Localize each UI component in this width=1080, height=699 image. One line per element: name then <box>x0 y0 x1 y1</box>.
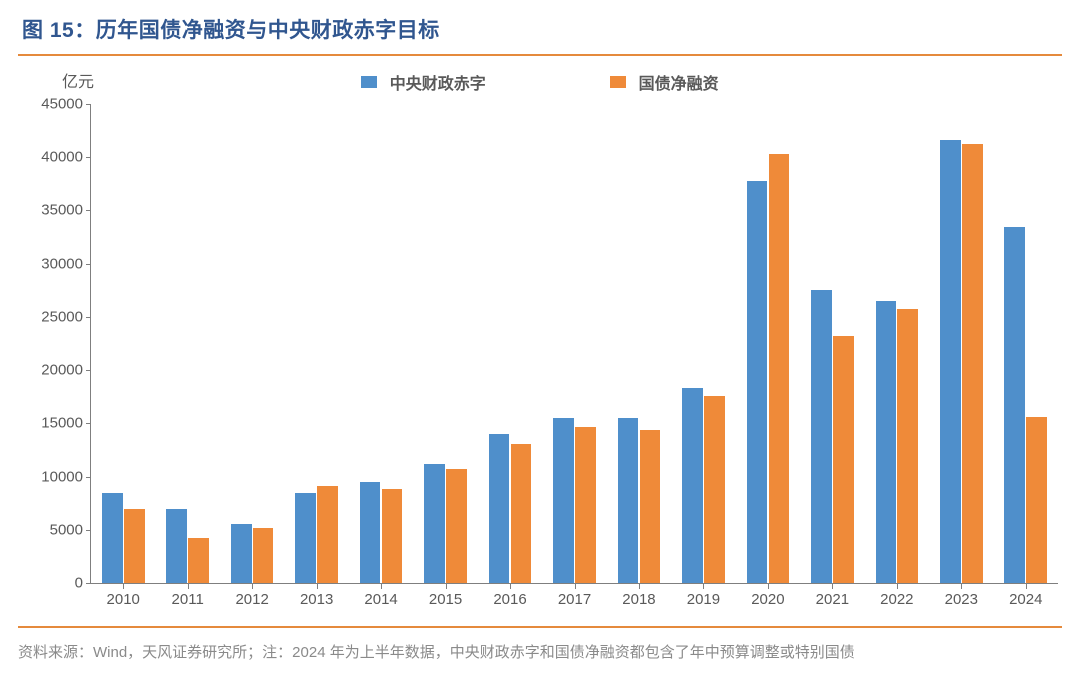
y-tick <box>86 157 91 158</box>
y-tick-label: 30000 <box>21 255 83 272</box>
bar-series2 <box>253 528 274 583</box>
y-tick-label: 25000 <box>21 308 83 325</box>
chart-area: 亿元 中央财政赤字 国债净融资 050001000015000200002500… <box>18 64 1062 620</box>
y-tick-label: 5000 <box>21 521 83 538</box>
bar-series1 <box>166 509 187 584</box>
x-tick <box>381 583 382 589</box>
bar-series2 <box>575 427 596 583</box>
x-tick <box>961 583 962 589</box>
x-tick-label: 2011 <box>172 591 204 608</box>
bar-series2 <box>1026 417 1047 583</box>
x-tick <box>768 583 769 589</box>
x-tick-label: 2019 <box>687 591 720 608</box>
y-tick-label: 40000 <box>21 149 83 166</box>
x-tick-label: 2020 <box>751 591 784 608</box>
x-tick-label: 2023 <box>945 591 978 608</box>
y-tick <box>86 370 91 371</box>
x-tick <box>639 583 640 589</box>
bar-series2 <box>704 396 725 583</box>
x-tick-label: 2022 <box>880 591 913 608</box>
x-tick <box>897 583 898 589</box>
bar-series1 <box>231 524 252 583</box>
y-tick <box>86 477 91 478</box>
x-tick <box>123 583 124 589</box>
x-tick-label: 2018 <box>622 591 655 608</box>
bar-series2 <box>511 444 532 583</box>
y-tick <box>86 210 91 211</box>
legend-swatch-series2 <box>610 76 626 88</box>
x-tick-label: 2017 <box>558 591 591 608</box>
figure-title-row: 图 15：历年国债净融资与中央财政赤字目标 <box>18 0 1062 56</box>
legend-item-series2: 国债净融资 <box>610 70 718 94</box>
bar-series1 <box>682 388 703 583</box>
x-tick-label: 2010 <box>107 591 140 608</box>
y-tick <box>86 583 91 584</box>
figure-title: 图 15：历年国债净融资与中央财政赤字目标 <box>22 19 440 42</box>
figure-container: 图 15：历年国债净融资与中央财政赤字目标 亿元 中央财政赤字 国债净融资 05… <box>0 0 1080 699</box>
x-tick <box>575 583 576 589</box>
y-tick <box>86 264 91 265</box>
chart-legend: 中央财政赤字 国债净融资 <box>18 70 1062 94</box>
x-tick-label: 2015 <box>429 591 462 608</box>
y-tick-label: 35000 <box>21 202 83 219</box>
y-tick <box>86 317 91 318</box>
bar-series2 <box>833 336 854 583</box>
bar-series1 <box>1004 227 1025 583</box>
x-tick <box>703 583 704 589</box>
bar-series2 <box>640 430 661 583</box>
bar-series2 <box>124 509 145 584</box>
x-tick <box>446 583 447 589</box>
bar-series1 <box>940 140 961 583</box>
legend-swatch-series1 <box>361 76 377 88</box>
legend-item-series1: 中央财政赤字 <box>361 70 485 94</box>
x-tick <box>510 583 511 589</box>
bar-series1 <box>747 181 768 583</box>
y-tick <box>86 104 91 105</box>
bar-series1 <box>295 493 316 583</box>
figure-source-note: 资料来源：Wind，天风证券研究所；注：2024 年为上半年数据，中央财政赤字和… <box>18 626 1062 668</box>
bar-series1 <box>102 493 123 583</box>
y-tick-label: 45000 <box>21 96 83 113</box>
bar-series1 <box>489 434 510 583</box>
x-tick-label: 2024 <box>1009 591 1042 608</box>
x-tick <box>317 583 318 589</box>
bar-series2 <box>446 469 467 583</box>
x-tick-label: 2012 <box>235 591 268 608</box>
bar-series2 <box>769 154 790 583</box>
bar-series1 <box>618 418 639 583</box>
bar-series2 <box>382 489 403 583</box>
bar-series1 <box>811 290 832 583</box>
x-tick-label: 2021 <box>816 591 849 608</box>
bar-series1 <box>876 301 897 583</box>
bar-series1 <box>360 482 381 583</box>
x-tick <box>832 583 833 589</box>
x-tick-label: 2013 <box>300 591 333 608</box>
legend-label-series2: 国债净融资 <box>639 76 719 93</box>
bar-series1 <box>553 418 574 583</box>
x-tick-label: 2016 <box>493 591 526 608</box>
plot-region: 0500010000150002000025000300003500040000… <box>90 104 1058 584</box>
x-tick <box>252 583 253 589</box>
bar-series1 <box>424 464 445 583</box>
y-tick-label: 15000 <box>21 415 83 432</box>
bar-series2 <box>962 144 983 583</box>
bar-series2 <box>188 538 209 583</box>
y-tick-label: 10000 <box>21 468 83 485</box>
bar-series2 <box>317 486 338 583</box>
legend-label-series1: 中央财政赤字 <box>390 76 486 93</box>
y-tick <box>86 530 91 531</box>
y-tick-label: 20000 <box>21 362 83 379</box>
bar-series2 <box>897 309 918 583</box>
x-tick <box>188 583 189 589</box>
y-tick-label: 0 <box>21 575 83 592</box>
y-tick <box>86 423 91 424</box>
x-tick-label: 2014 <box>364 591 397 608</box>
x-tick <box>1026 583 1027 589</box>
